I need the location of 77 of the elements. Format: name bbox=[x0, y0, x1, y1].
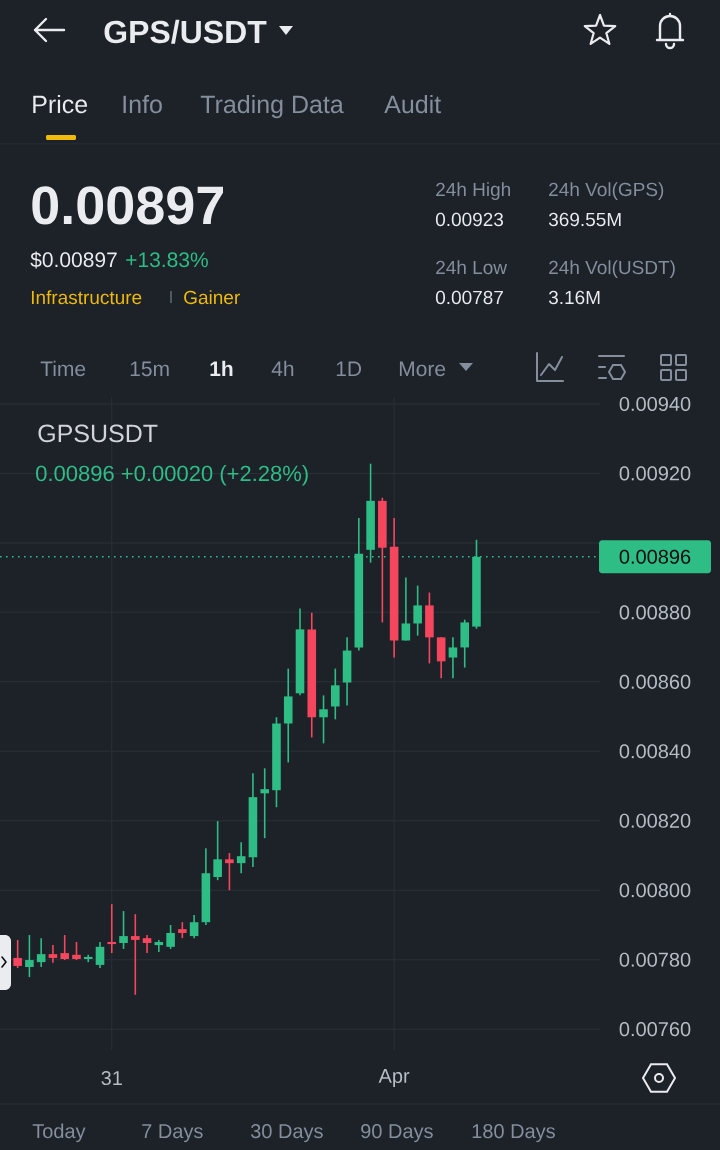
text: Time bbox=[40, 360, 86, 377]
text: GPSUSDT bbox=[38, 424, 158, 443]
candlestick bbox=[60, 934, 70, 961]
text: 24h Low bbox=[436, 260, 508, 275]
y-tick-label: 0.00860 bbox=[619, 674, 691, 689]
text: 90 Days bbox=[361, 1124, 433, 1143]
ref-line-label: 0.00896 bbox=[619, 549, 691, 564]
text: 1D bbox=[336, 361, 362, 376]
text: 30 Days bbox=[250, 1124, 323, 1143]
text: Infrastructure bbox=[31, 290, 142, 305]
text: 0.00897 bbox=[32, 186, 223, 225]
candlestick bbox=[307, 611, 317, 739]
candlestick bbox=[166, 924, 175, 950]
candlestick bbox=[460, 618, 470, 669]
y-tick-label: 0.00800 bbox=[619, 883, 691, 898]
chart-title: GPS/USDT bbox=[104, 19, 267, 44]
text: Audit bbox=[384, 94, 441, 114]
x-tick-label: Apr bbox=[378, 1069, 410, 1087]
candlestick bbox=[201, 847, 211, 926]
candlestick bbox=[13, 939, 22, 969]
candlestick bbox=[448, 636, 458, 680]
text: 7 Days bbox=[142, 1124, 203, 1143]
y-tick-label: 0.00820 bbox=[619, 813, 691, 828]
candlestick bbox=[378, 496, 387, 624]
text: Today bbox=[32, 1123, 86, 1143]
candlestick bbox=[225, 852, 234, 892]
candlestick bbox=[331, 667, 340, 721]
y-tick-label: 0.00880 bbox=[619, 605, 691, 620]
candlestick bbox=[248, 772, 258, 868]
candlestick bbox=[142, 934, 152, 954]
text: 0.00787 bbox=[435, 290, 503, 305]
candlestick bbox=[260, 767, 270, 839]
text: Gainer bbox=[184, 290, 240, 305]
text: Trading Data bbox=[200, 94, 344, 119]
y-tick-label: 0.00920 bbox=[619, 466, 691, 481]
candlestick bbox=[342, 636, 352, 707]
text: 369.55M bbox=[548, 212, 621, 227]
candlestick bbox=[272, 716, 281, 809]
text: $0.00897 bbox=[30, 251, 117, 269]
candlestick bbox=[425, 591, 434, 665]
candlestick bbox=[107, 903, 117, 954]
y-tick-label: 0.00780 bbox=[619, 952, 691, 967]
candlestick bbox=[48, 944, 58, 964]
candlestick bbox=[189, 914, 199, 939]
candlestick bbox=[25, 934, 34, 978]
x-tick-label: 31 bbox=[101, 1070, 122, 1086]
candlestick bbox=[236, 841, 246, 875]
text: +13.83% bbox=[126, 252, 208, 268]
candlestick bbox=[213, 820, 222, 881]
text: 24h High bbox=[436, 182, 510, 200]
y-tick-label: 0.00840 bbox=[619, 744, 691, 759]
candlestick bbox=[436, 636, 446, 680]
candlestick bbox=[283, 667, 293, 764]
text: Price bbox=[33, 94, 88, 114]
text: 0.00923 bbox=[435, 212, 504, 227]
candlestick bbox=[389, 517, 399, 659]
candlestick bbox=[119, 910, 128, 950]
text: 1h bbox=[210, 360, 233, 376]
text: More bbox=[399, 361, 446, 377]
y-tick-label: 0.00940 bbox=[619, 396, 691, 412]
annotation: 0.00896 +0.00020 (+2.28%) bbox=[36, 465, 308, 486]
text: 24h Vol(USDT) bbox=[549, 260, 675, 278]
y-tick-label: 0.00760 bbox=[619, 1022, 691, 1037]
candlestick bbox=[295, 607, 305, 697]
candlestick bbox=[95, 941, 105, 969]
candlestick bbox=[401, 576, 411, 642]
candlestick bbox=[72, 941, 81, 961]
candlestick bbox=[319, 694, 328, 745]
text: 180 Days bbox=[472, 1124, 555, 1143]
text: 15m bbox=[130, 361, 169, 377]
candlestick bbox=[130, 913, 140, 996]
text: 24h Vol(GPS) bbox=[549, 182, 664, 200]
candlestick bbox=[413, 584, 422, 637]
text: 3.16M bbox=[548, 290, 600, 305]
text: Info bbox=[123, 94, 162, 114]
text: 4h bbox=[271, 360, 294, 376]
candlestick bbox=[36, 937, 46, 968]
